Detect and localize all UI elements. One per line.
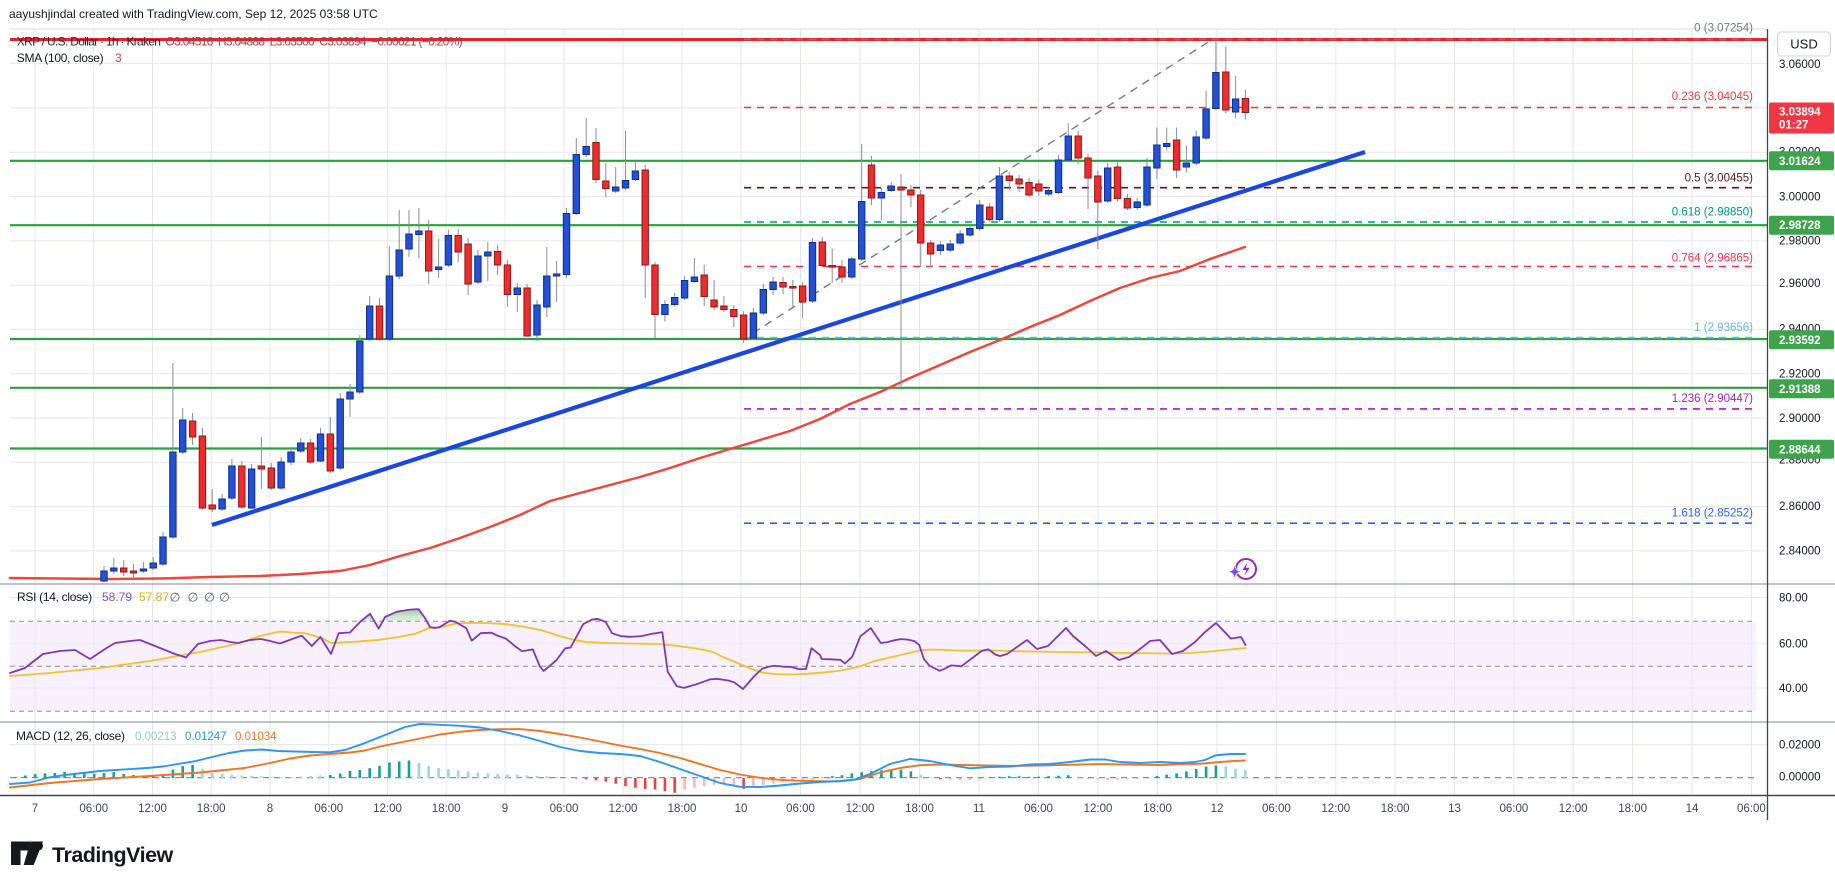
svg-text:2.98728: 2.98728 bbox=[1779, 220, 1821, 232]
svg-text:06:00: 06:00 bbox=[1737, 803, 1766, 815]
svg-text:2.98000: 2.98000 bbox=[1779, 236, 1821, 248]
svg-text:∅: ∅ bbox=[170, 591, 181, 605]
svg-text:06:00: 06:00 bbox=[550, 803, 579, 815]
svg-text:12:00: 12:00 bbox=[609, 803, 638, 815]
svg-text:12:00: 12:00 bbox=[1559, 803, 1588, 815]
svg-text:0.764 (2.96865): 0.764 (2.96865) bbox=[1672, 253, 1753, 265]
svg-text:18:00: 18:00 bbox=[1618, 803, 1647, 815]
svg-text:3.03894: 3.03894 bbox=[1779, 107, 1821, 119]
svg-text:SMA (100, close): SMA (100, close) bbox=[17, 51, 104, 65]
svg-text:1.236 (2.90447): 1.236 (2.90447) bbox=[1672, 393, 1753, 405]
svg-text:06:00: 06:00 bbox=[1500, 803, 1529, 815]
svg-text:2.93592: 2.93592 bbox=[1779, 335, 1821, 347]
svg-text:10: 10 bbox=[735, 803, 748, 815]
svg-text:3: 3 bbox=[115, 51, 122, 65]
svg-text:58.79: 58.79 bbox=[102, 590, 132, 604]
svg-text:12:00: 12:00 bbox=[1321, 803, 1350, 815]
svg-text:01:27: 01:27 bbox=[1779, 120, 1808, 132]
svg-text:12:00: 12:00 bbox=[373, 803, 402, 815]
svg-text:06:00: 06:00 bbox=[314, 803, 343, 815]
svg-text:1 (2.93656): 1 (2.93656) bbox=[1694, 322, 1753, 334]
svg-text:2.86000: 2.86000 bbox=[1779, 501, 1821, 513]
svg-text:0.02000: 0.02000 bbox=[1779, 740, 1821, 752]
svg-text:0.01247: 0.01247 bbox=[185, 731, 227, 743]
svg-text:14: 14 bbox=[1686, 803, 1699, 815]
svg-text:57.87: 57.87 bbox=[139, 590, 169, 604]
svg-text:06:00: 06:00 bbox=[79, 803, 108, 815]
svg-text:06:00: 06:00 bbox=[786, 803, 815, 815]
svg-text:2.91388: 2.91388 bbox=[1779, 384, 1821, 396]
svg-text:18:00: 18:00 bbox=[1381, 803, 1410, 815]
svg-text:MACD (12, 26, close): MACD (12, 26, close) bbox=[16, 729, 125, 743]
svg-text:2.96000: 2.96000 bbox=[1779, 278, 1821, 290]
svg-text:∅: ∅ bbox=[204, 591, 215, 605]
svg-text:TradingView: TradingView bbox=[52, 843, 174, 867]
svg-text:0.01034: 0.01034 bbox=[235, 731, 277, 743]
svg-text:RSI (14, close): RSI (14, close) bbox=[17, 590, 92, 604]
svg-text:18:00: 18:00 bbox=[432, 803, 461, 815]
svg-text:2.90000: 2.90000 bbox=[1779, 413, 1821, 425]
svg-text:0.618 (2.98850): 0.618 (2.98850) bbox=[1672, 207, 1753, 219]
svg-text:7: 7 bbox=[32, 803, 38, 815]
svg-text:12:00: 12:00 bbox=[1084, 803, 1113, 815]
svg-text:18:00: 18:00 bbox=[197, 803, 226, 815]
svg-text:0.5 (3.00455): 0.5 (3.00455) bbox=[1685, 173, 1754, 185]
svg-text:0.00000: 0.00000 bbox=[1779, 772, 1821, 784]
svg-text:18:00: 18:00 bbox=[905, 803, 934, 815]
svg-text:aayushjindal created with Trad: aayushjindal created with TradingView.co… bbox=[9, 7, 378, 21]
svg-text:∅: ∅ bbox=[219, 591, 230, 605]
svg-text:3.01624: 3.01624 bbox=[1779, 156, 1821, 168]
svg-text:18:00: 18:00 bbox=[668, 803, 697, 815]
svg-text:11: 11 bbox=[973, 803, 985, 815]
svg-text:18:00: 18:00 bbox=[1143, 803, 1172, 815]
svg-text:40.00: 40.00 bbox=[1779, 683, 1808, 695]
svg-text:06:00: 06:00 bbox=[1262, 803, 1291, 815]
svg-text:80.00: 80.00 bbox=[1779, 593, 1808, 605]
svg-text:3.00000: 3.00000 bbox=[1779, 192, 1821, 204]
svg-text:60.00: 60.00 bbox=[1779, 639, 1808, 651]
svg-text:06:00: 06:00 bbox=[1024, 803, 1053, 815]
svg-text:XRP / U.S. Dollar · 1h · Krake: XRP / U.S. Dollar · 1h · Kraken O3.04516… bbox=[17, 35, 463, 49]
svg-text:12: 12 bbox=[1211, 803, 1224, 815]
svg-text:2.84000: 2.84000 bbox=[1779, 545, 1821, 557]
svg-text:0 (3.07254): 0 (3.07254) bbox=[1694, 23, 1753, 35]
svg-text:13: 13 bbox=[1448, 803, 1461, 815]
svg-text:0.236 (3.04045): 0.236 (3.04045) bbox=[1672, 91, 1753, 103]
svg-text:12:00: 12:00 bbox=[846, 803, 875, 815]
svg-text:9: 9 bbox=[502, 803, 508, 815]
svg-text:8: 8 bbox=[267, 803, 273, 815]
svg-text:2.88644: 2.88644 bbox=[1779, 444, 1821, 456]
svg-text:0.00213: 0.00213 bbox=[135, 731, 177, 743]
svg-text:∅: ∅ bbox=[188, 591, 199, 605]
svg-text:3.06000: 3.06000 bbox=[1779, 59, 1821, 71]
svg-text:12:00: 12:00 bbox=[138, 803, 167, 815]
svg-text:2.92000: 2.92000 bbox=[1779, 368, 1821, 380]
svg-text:1.618 (2.85252): 1.618 (2.85252) bbox=[1672, 508, 1753, 520]
svg-text:USD: USD bbox=[1790, 37, 1817, 52]
